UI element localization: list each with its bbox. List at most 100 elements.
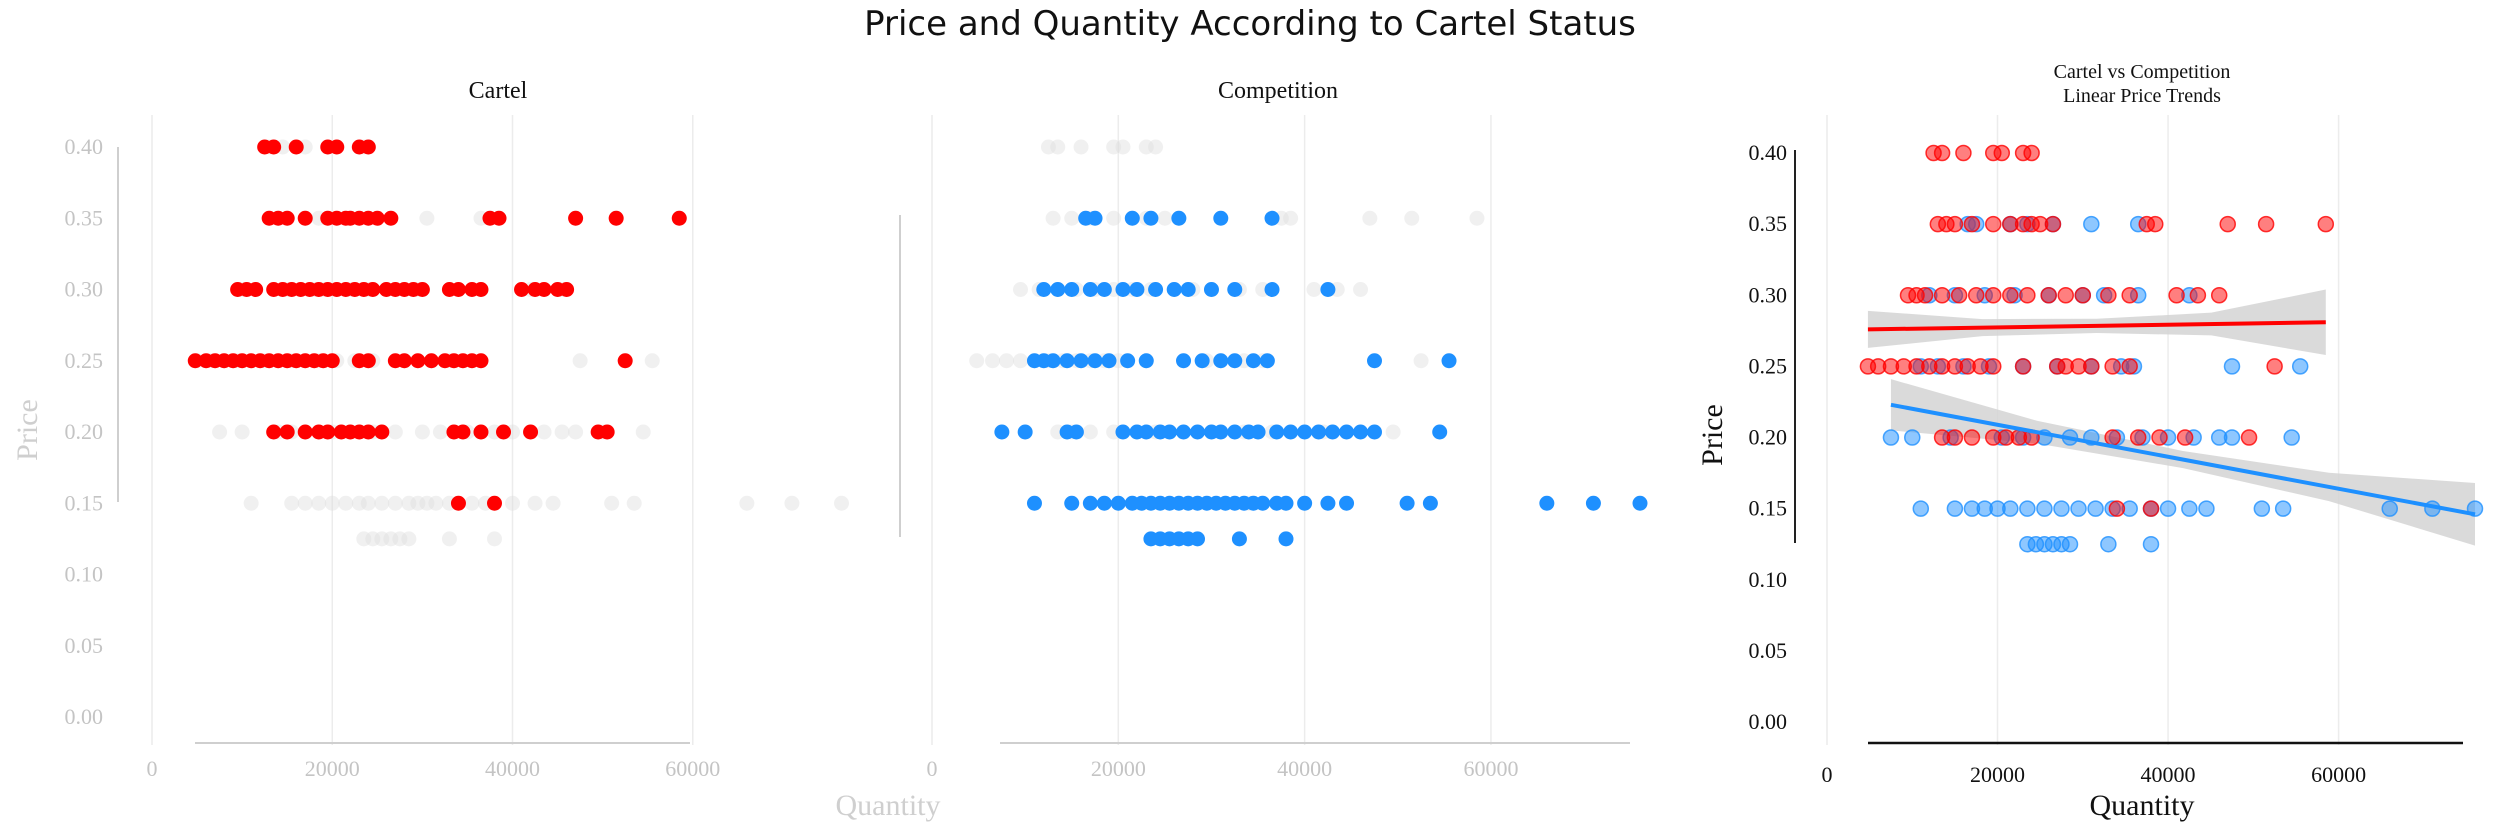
data-point xyxy=(1946,500,1964,517)
data-point xyxy=(985,353,1001,369)
data-point xyxy=(1413,353,1429,369)
data-point xyxy=(1320,495,1336,511)
data-point xyxy=(2002,287,2019,304)
data-point xyxy=(266,424,282,440)
y-tick-label: 0.35 xyxy=(65,205,104,230)
y-tick-label: 0.15 xyxy=(65,490,104,515)
data-point xyxy=(279,210,295,226)
data-point xyxy=(234,424,250,440)
y-tick-label: 0.30 xyxy=(65,277,104,302)
data-point xyxy=(2181,500,2198,517)
panel-title-cartel: Cartel xyxy=(469,78,528,104)
x-axis-label: Quantity xyxy=(836,789,941,822)
data-point xyxy=(1632,495,1648,511)
data-point xyxy=(671,210,687,226)
data-point xyxy=(2100,287,2117,304)
data-point xyxy=(568,424,584,440)
data-point xyxy=(1064,282,1080,297)
data-point xyxy=(1143,210,1159,226)
data-point xyxy=(2104,429,2121,446)
data-point xyxy=(1082,495,1098,511)
data-point xyxy=(1325,424,1341,440)
data-point xyxy=(2147,215,2164,233)
data-point xyxy=(2274,500,2292,517)
data-point xyxy=(1227,282,1243,297)
data-point xyxy=(2061,535,2079,553)
data-point xyxy=(1045,210,1061,226)
data-point xyxy=(279,424,295,440)
data-point xyxy=(473,282,489,297)
y-tick-label: 0.15 xyxy=(1749,496,1788,521)
data-point xyxy=(1306,282,1322,297)
data-point xyxy=(1967,287,1985,304)
data-point xyxy=(2266,358,2283,375)
data-point xyxy=(1087,353,1103,369)
data-point xyxy=(360,139,376,155)
data-point xyxy=(1985,358,2002,375)
data-point xyxy=(2121,287,2138,304)
data-point xyxy=(2257,215,2275,233)
data-point xyxy=(464,495,480,511)
data-point xyxy=(834,495,850,511)
data-point xyxy=(297,495,313,511)
data-point xyxy=(739,495,755,511)
data-point xyxy=(1180,282,1196,297)
data-point xyxy=(324,353,340,369)
data-point xyxy=(360,495,376,511)
data-point xyxy=(1946,215,1964,233)
data-point xyxy=(1227,424,1243,440)
data-point xyxy=(1367,353,1382,369)
data-point xyxy=(401,495,417,511)
data-point xyxy=(1278,495,1294,511)
data-point xyxy=(2036,500,2053,517)
data-point xyxy=(1166,282,1182,297)
data-point xyxy=(297,210,313,226)
data-point xyxy=(383,210,399,226)
x-tick-label: 20000 xyxy=(1970,762,2025,787)
data-point xyxy=(1933,287,1951,304)
data-point xyxy=(1283,424,1299,440)
data-point xyxy=(297,424,313,440)
data-point xyxy=(1064,495,1080,511)
y-tick-label: 0.35 xyxy=(1749,211,1788,236)
panel-title-competition: Competition xyxy=(1218,78,1338,104)
data-point xyxy=(1422,495,1438,511)
x-tick-label: 40000 xyxy=(485,756,540,781)
data-point xyxy=(2040,287,2057,304)
data-point xyxy=(554,424,570,440)
data-point xyxy=(369,210,385,226)
data-point xyxy=(1073,139,1089,155)
data-point xyxy=(617,353,633,369)
data-point xyxy=(360,353,376,369)
data-point xyxy=(1432,424,1448,440)
data-point xyxy=(1264,210,1280,226)
data-point xyxy=(1115,424,1131,440)
data-point xyxy=(1045,353,1061,369)
data-point xyxy=(1399,495,1415,511)
data-point xyxy=(2223,429,2241,446)
panel-competition: Competition Quantity 0 20000 40000 60000 xyxy=(836,78,1648,822)
data-point xyxy=(383,531,399,547)
data-point xyxy=(396,353,412,369)
y-tick-label: 0.20 xyxy=(65,419,104,444)
data-point xyxy=(2219,215,2236,233)
x-tick-label: 40000 xyxy=(2141,762,2196,787)
data-point xyxy=(2151,429,2168,446)
data-point xyxy=(2100,535,2117,553)
data-point xyxy=(365,282,381,297)
data-point xyxy=(1082,282,1098,297)
y-tick-label: 0.10 xyxy=(1749,567,1788,592)
data-point xyxy=(2142,535,2160,553)
data-point xyxy=(1087,210,1103,226)
data-point xyxy=(1916,287,1934,304)
x-axis-label-trends: Quantity xyxy=(2090,789,2195,822)
data-point xyxy=(2002,500,2019,517)
data-point xyxy=(2291,358,2309,375)
data-point xyxy=(1194,353,1210,369)
data-point xyxy=(2198,500,2215,517)
data-point xyxy=(491,210,507,226)
data-point xyxy=(2057,287,2074,304)
data-point xyxy=(2283,429,2300,446)
data-point xyxy=(1138,139,1154,155)
data-point xyxy=(1353,424,1369,440)
